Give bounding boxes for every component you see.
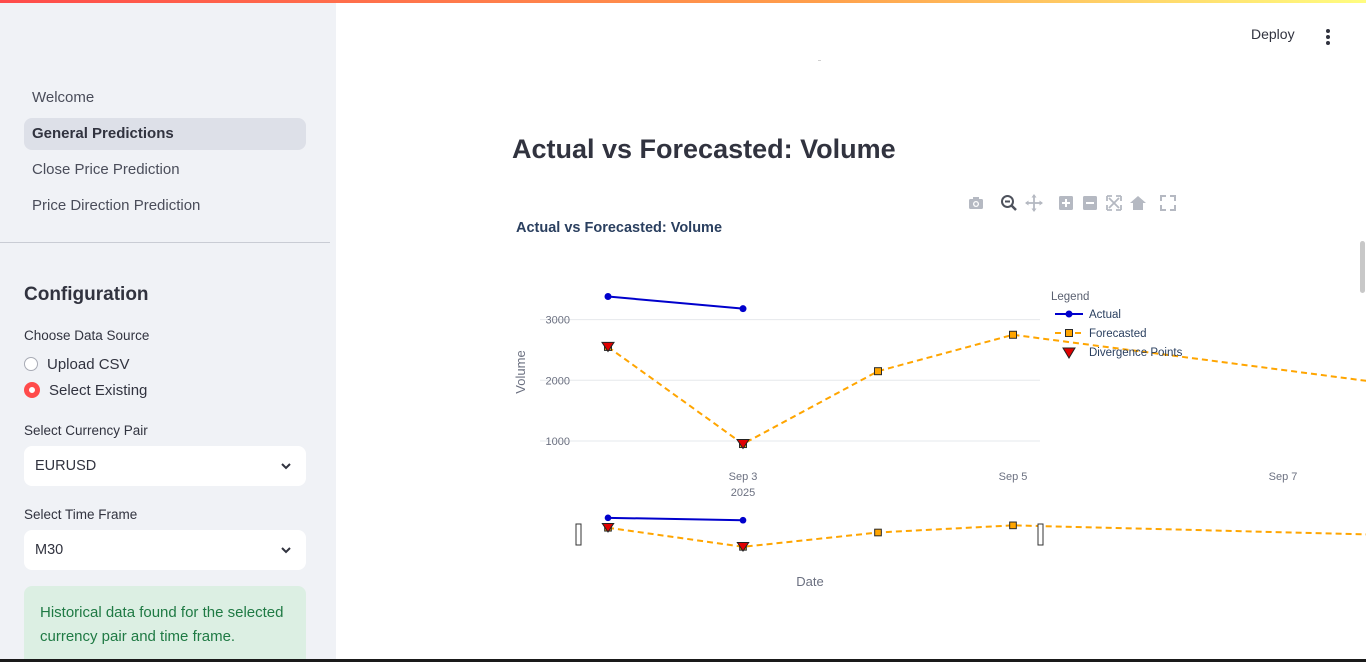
autoscale-icon[interactable] bbox=[1104, 193, 1124, 213]
y-axis-title: Volume bbox=[513, 350, 528, 393]
bottom-edge bbox=[0, 659, 1366, 662]
legend-actual-marker bbox=[1065, 310, 1073, 318]
x-tick-sublabel: 2025 bbox=[731, 487, 755, 499]
camera-icon[interactable] bbox=[966, 193, 986, 213]
nav-item-welcome[interactable]: Welcome bbox=[32, 89, 95, 106]
x-tick-label: Sep 3 bbox=[729, 471, 758, 483]
legend-forecasted-label[interactable]: Forecasted bbox=[1089, 328, 1147, 340]
zoom-in-icon[interactable] bbox=[1056, 193, 1076, 213]
deploy-button[interactable]: Deploy bbox=[1251, 26, 1295, 42]
range-slider-actual-point bbox=[739, 516, 747, 524]
time-frame-select[interactable]: M30 bbox=[24, 530, 306, 570]
currency-pair-label: Select Currency Pair bbox=[24, 423, 148, 438]
time-frame-label: Select Time Frame bbox=[24, 507, 138, 522]
actual-point bbox=[604, 293, 612, 301]
chevron-down-icon bbox=[281, 463, 291, 470]
actual-line bbox=[607, 295, 744, 310]
sidebar: Welcome General Predictions Close Price … bbox=[0, 3, 336, 662]
success-alert: Historical data found for the selected c… bbox=[24, 586, 306, 662]
page-title: Actual vs Forecasted: Volume bbox=[512, 134, 896, 164]
y-tick-label: 2000 bbox=[546, 375, 570, 387]
radio-button-on[interactable] bbox=[24, 382, 40, 398]
legend-title: Legend bbox=[1051, 291, 1089, 303]
zoom-out-icon[interactable] bbox=[1080, 193, 1100, 213]
chevron-down-icon bbox=[281, 547, 291, 554]
x-tick-label: Sep 5 bbox=[999, 471, 1028, 483]
time-frame-value: M30 bbox=[35, 542, 64, 558]
chart-legend: Legend Actual Forecasted Divergence Poin… bbox=[1051, 291, 1183, 359]
radio-label-upload-csv: Upload CSV bbox=[47, 355, 130, 373]
forecasted-line bbox=[607, 333, 1366, 446]
currency-pair-select[interactable]: EURUSD bbox=[24, 446, 306, 486]
nav-item-general-predictions[interactable]: General Predictions bbox=[24, 118, 306, 150]
y-tick-label: 3000 bbox=[546, 315, 570, 327]
forecasted-point bbox=[874, 367, 882, 376]
legend-forecasted-marker bbox=[1065, 329, 1073, 337]
legend-actual-label[interactable]: Actual bbox=[1089, 309, 1121, 321]
range-slider-actual-line bbox=[607, 516, 744, 522]
fullscreen-icon[interactable] bbox=[1158, 193, 1178, 213]
range-slider-divergence-point bbox=[736, 542, 750, 553]
y-tick-label: 1000 bbox=[546, 436, 570, 448]
radio-button-off[interactable] bbox=[24, 357, 38, 371]
radio-label-select-existing: Select Existing bbox=[49, 381, 148, 399]
top-decoration-bar bbox=[0, 0, 1366, 3]
scrollbar-thumb[interactable] bbox=[1360, 241, 1365, 293]
x-axis-title: Date bbox=[796, 574, 823, 589]
divergence-point bbox=[601, 341, 615, 353]
currency-pair-value: EURUSD bbox=[35, 458, 97, 474]
x-tick-label: Sep 7 bbox=[1269, 471, 1298, 483]
range-slider-actual-point bbox=[604, 514, 612, 522]
zoom-icon[interactable] bbox=[999, 193, 1019, 213]
range-slider-handle-left bbox=[575, 523, 582, 546]
actual-point bbox=[739, 305, 747, 313]
forecasted-point bbox=[1009, 330, 1017, 339]
decorative-dot bbox=[818, 60, 821, 61]
range-slider-forecasted-line bbox=[607, 524, 1366, 548]
range-slider-forecasted-point bbox=[1009, 521, 1017, 530]
radio-upload-csv[interactable]: Upload CSV bbox=[24, 353, 130, 375]
chart-title: Actual vs Forecasted: Volume bbox=[516, 220, 723, 236]
more-options-icon[interactable] bbox=[1320, 27, 1336, 47]
divergence-point bbox=[736, 439, 750, 450]
sidebar-divider bbox=[0, 242, 330, 243]
legend-divergence-marker bbox=[1062, 347, 1076, 359]
legend-divergence-label[interactable]: Divergence Points bbox=[1089, 347, 1183, 359]
reset-axes-icon[interactable] bbox=[1128, 193, 1148, 213]
nav-item-close-price-prediction[interactable]: Close Price Prediction bbox=[32, 161, 180, 178]
data-source-label: Choose Data Source bbox=[24, 328, 150, 343]
range-slider-divergence-point bbox=[601, 522, 615, 533]
nav-item-price-direction-prediction[interactable]: Price Direction Prediction bbox=[32, 197, 201, 214]
range-slider-forecasted-point bbox=[874, 528, 882, 537]
pan-icon[interactable] bbox=[1024, 193, 1044, 213]
radio-select-existing[interactable]: Select Existing bbox=[24, 379, 147, 401]
configuration-heading: Configuration bbox=[24, 284, 149, 305]
range-slider-handle-right bbox=[1037, 523, 1044, 546]
